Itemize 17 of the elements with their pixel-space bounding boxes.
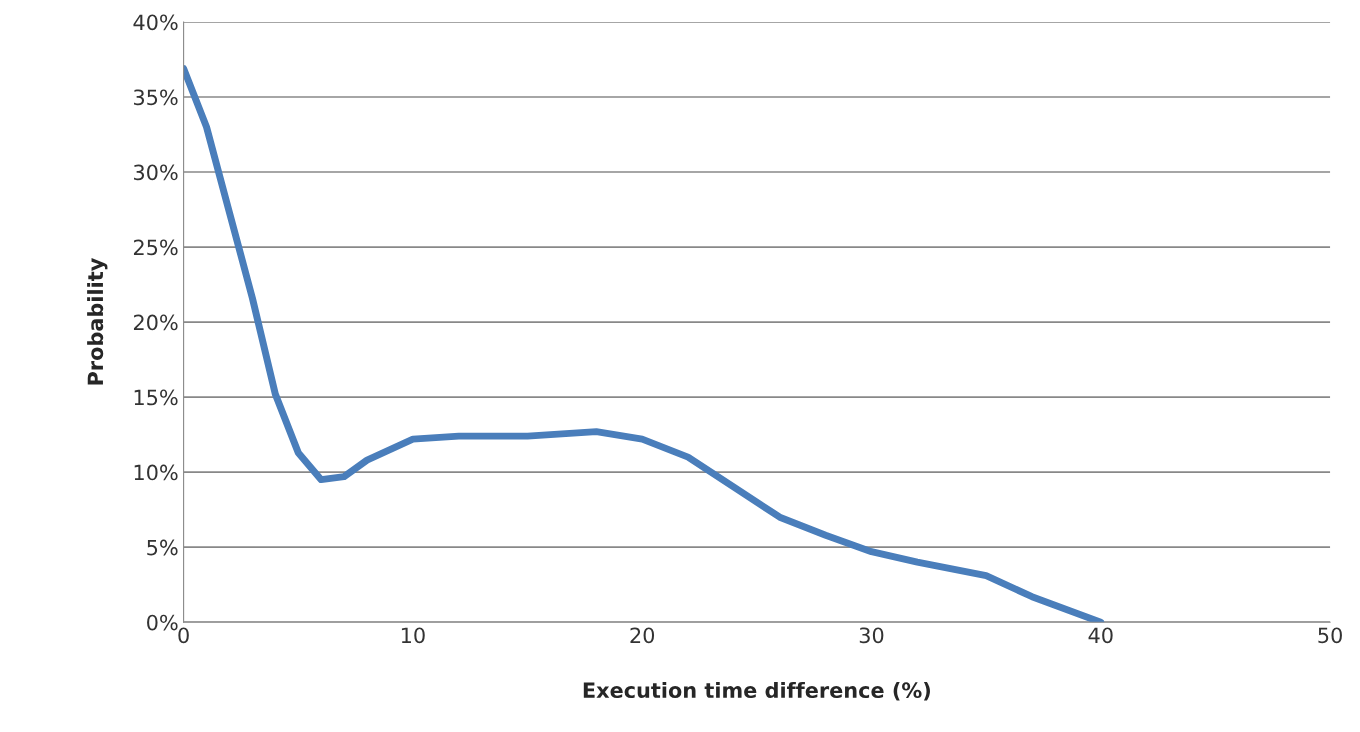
y-tick-label: 20% [133, 314, 178, 331]
y-tick-label: 40% [133, 14, 178, 31]
y-tick-label: 25% [133, 239, 178, 256]
y-tick-label: 30% [134, 164, 178, 181]
x-tick-label: 10 [401, 627, 425, 644]
x-axis-title: Execution time difference (%) [583, 681, 930, 701]
y-tick-label: 5% [147, 539, 178, 556]
y-tick-label: 35% [134, 89, 178, 106]
y-tick-label: 15% [134, 389, 178, 406]
x-tick-label: 30 [859, 627, 884, 644]
x-tick-label: 50 [1318, 627, 1342, 644]
y-tick-label: 0% [147, 614, 178, 631]
y-axis-title: Probability [87, 258, 108, 385]
x-tick-label: 0 [178, 627, 189, 644]
x-tick-label: 20 [630, 627, 655, 644]
x-tick-label: 40 [1088, 627, 1113, 644]
y-tick-label: 10% [134, 464, 178, 481]
